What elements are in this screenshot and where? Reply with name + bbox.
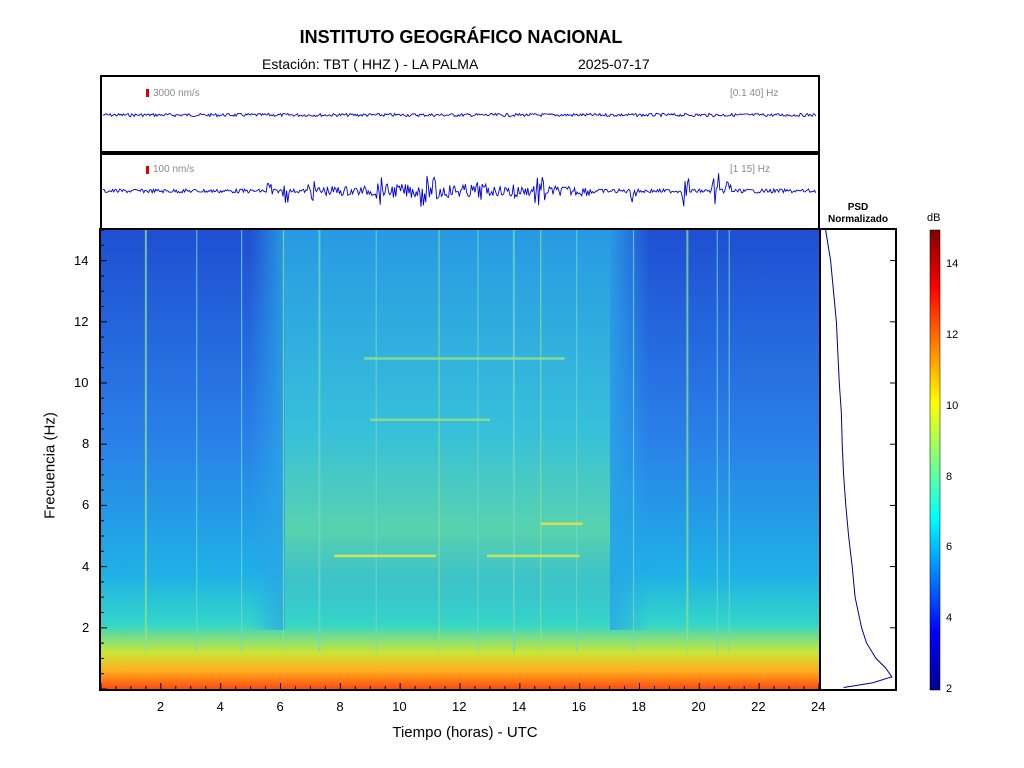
colorbar [929, 229, 941, 691]
x-axis-label: Tiempo (horas) - UTC [392, 724, 538, 741]
x-tick-label: 10 [392, 699, 407, 714]
colorbar-tick-label: 2 [946, 683, 953, 695]
trace-bottom-filter: [1 15] Hz [730, 164, 771, 175]
date-label: 2025-07-17 [578, 56, 650, 72]
station-label: Estación: TBT ( HHZ ) - LA PALMA [262, 56, 479, 72]
colorbar-tick-label: 6 [946, 541, 953, 554]
trace-top-scale: 3000 nm/s [153, 88, 200, 99]
psd-title-line1: PSD [847, 202, 869, 213]
spectrogram-image [101, 230, 819, 689]
colorbar-unit: dB [927, 212, 941, 224]
colorbar-tick-label: 4 [946, 612, 953, 625]
x-tick-label: 24 [811, 699, 826, 714]
x-tick-label: 18 [631, 699, 646, 714]
scale-bar-top [146, 89, 149, 97]
colorbar-tick-label: 12 [946, 329, 959, 342]
y-tick-label: 14 [74, 252, 89, 268]
x-tick-label: 2 [156, 699, 165, 714]
trace-panel-broadband [100, 75, 820, 153]
y-tick-label: 8 [82, 436, 90, 452]
psd-panel [819, 228, 897, 691]
scale-bar-bottom [146, 166, 149, 174]
seismic-trace-filtered [103, 173, 817, 207]
y-tick-label: 4 [82, 558, 90, 574]
seismic-trace-broadband [102, 112, 817, 118]
y-tick-label: 2 [82, 619, 90, 635]
y-axis-label: Frecuencia (Hz) [41, 412, 59, 519]
x-tick-label: 12 [452, 699, 467, 714]
x-tick-label: 20 [691, 699, 706, 714]
y-tick-label: 6 [82, 497, 90, 513]
x-tick-label: 8 [336, 699, 344, 714]
colorbar-tick-label: 10 [946, 399, 959, 412]
y-tick-label: 10 [74, 375, 89, 390]
colorbar-tick-label: 8 [946, 470, 953, 483]
trace-top-filter: [0.1 40] Hz [730, 88, 779, 99]
page-title: INSTITUTO GEOGRÁFICO NACIONAL [299, 27, 623, 47]
x-tick-label: 16 [571, 699, 587, 714]
psd-line [825, 229, 893, 688]
x-tick-label: 4 [216, 699, 224, 714]
y-tick-label: 12 [74, 313, 89, 329]
x-tick-label: 22 [751, 699, 766, 714]
psd-title-line2: Normalizado [827, 214, 888, 225]
x-tick-label: 6 [276, 699, 284, 714]
trace-bottom-scale: 100 nm/s [153, 164, 195, 175]
x-tick-label: 14 [511, 699, 527, 714]
colorbar-tick-label: 14 [946, 258, 959, 271]
psd-title: PSD Normalizado [820, 202, 896, 226]
